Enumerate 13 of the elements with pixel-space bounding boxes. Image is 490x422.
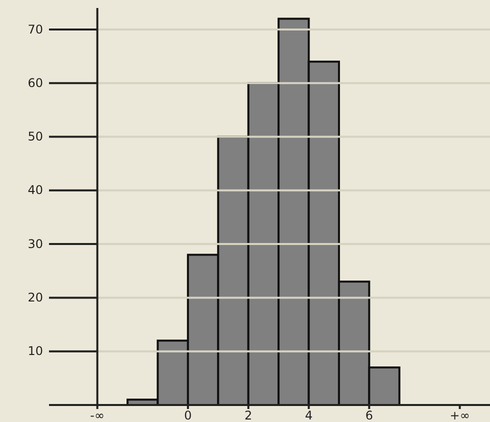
y-tick-label: 50 (28, 130, 43, 144)
y-tick-label: 30 (28, 236, 43, 251)
x-tick-label: +∞ (450, 408, 470, 422)
y-tick-label: 10 (28, 344, 43, 358)
y-tick-label: 20 (28, 290, 43, 305)
y-tick-label: 70 (28, 22, 43, 36)
y-tick-label: 40 (28, 183, 43, 198)
y-tick-label: 60 (28, 76, 43, 90)
x-tick-label: 4 (304, 408, 313, 422)
x-tick-label: 6 (365, 408, 373, 422)
x-tick-label: 2 (244, 408, 252, 422)
x-tick-label: -∞ (90, 408, 104, 422)
x-tick-label: 0 (184, 408, 192, 422)
